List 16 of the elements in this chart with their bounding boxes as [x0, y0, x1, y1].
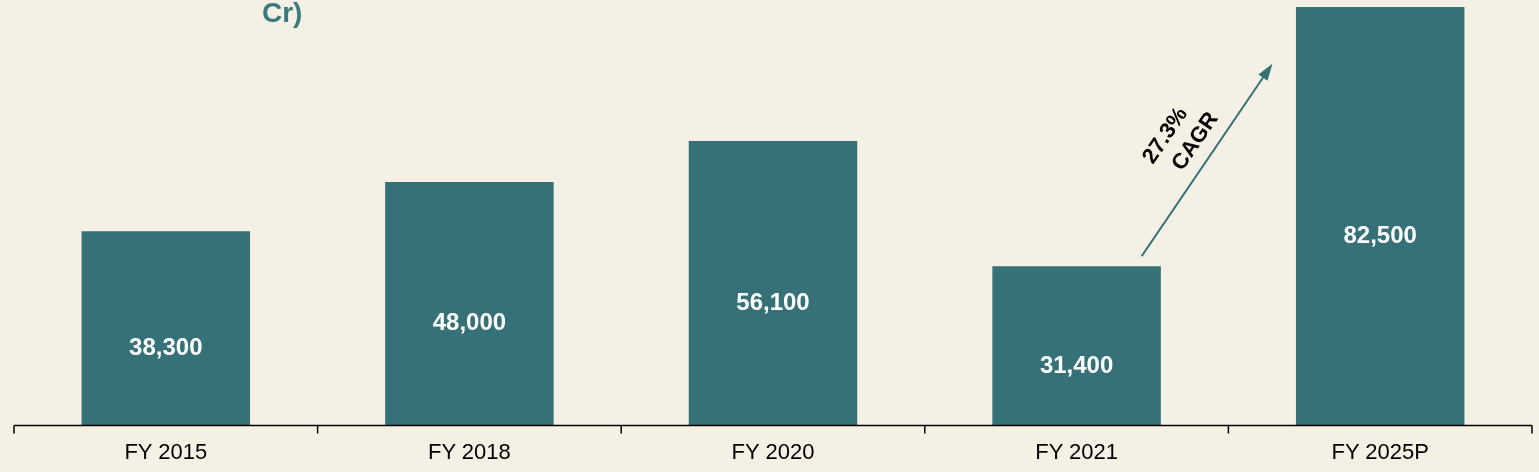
data-label: 48,000 [432, 308, 507, 336]
bar [385, 182, 554, 426]
x-tick-label: FY 2025P [1331, 438, 1429, 464]
bar [1295, 7, 1465, 426]
x-tick-label: FY 2015 [124, 438, 208, 464]
x-tick-label: FY 2021 [1035, 438, 1118, 464]
x-tick-label: FY 2018 [428, 438, 511, 464]
bar [992, 266, 1161, 426]
x-tick-label: FY 2020 [731, 438, 815, 464]
bar [688, 140, 858, 426]
data-label: 31,400 [1039, 350, 1114, 378]
data-label: 56,100 [736, 287, 810, 315]
chart-title: Cr) [262, 0, 303, 28]
data-label: 82,500 [1343, 220, 1417, 248]
bar [81, 231, 251, 426]
data-label: 38,300 [129, 333, 203, 361]
